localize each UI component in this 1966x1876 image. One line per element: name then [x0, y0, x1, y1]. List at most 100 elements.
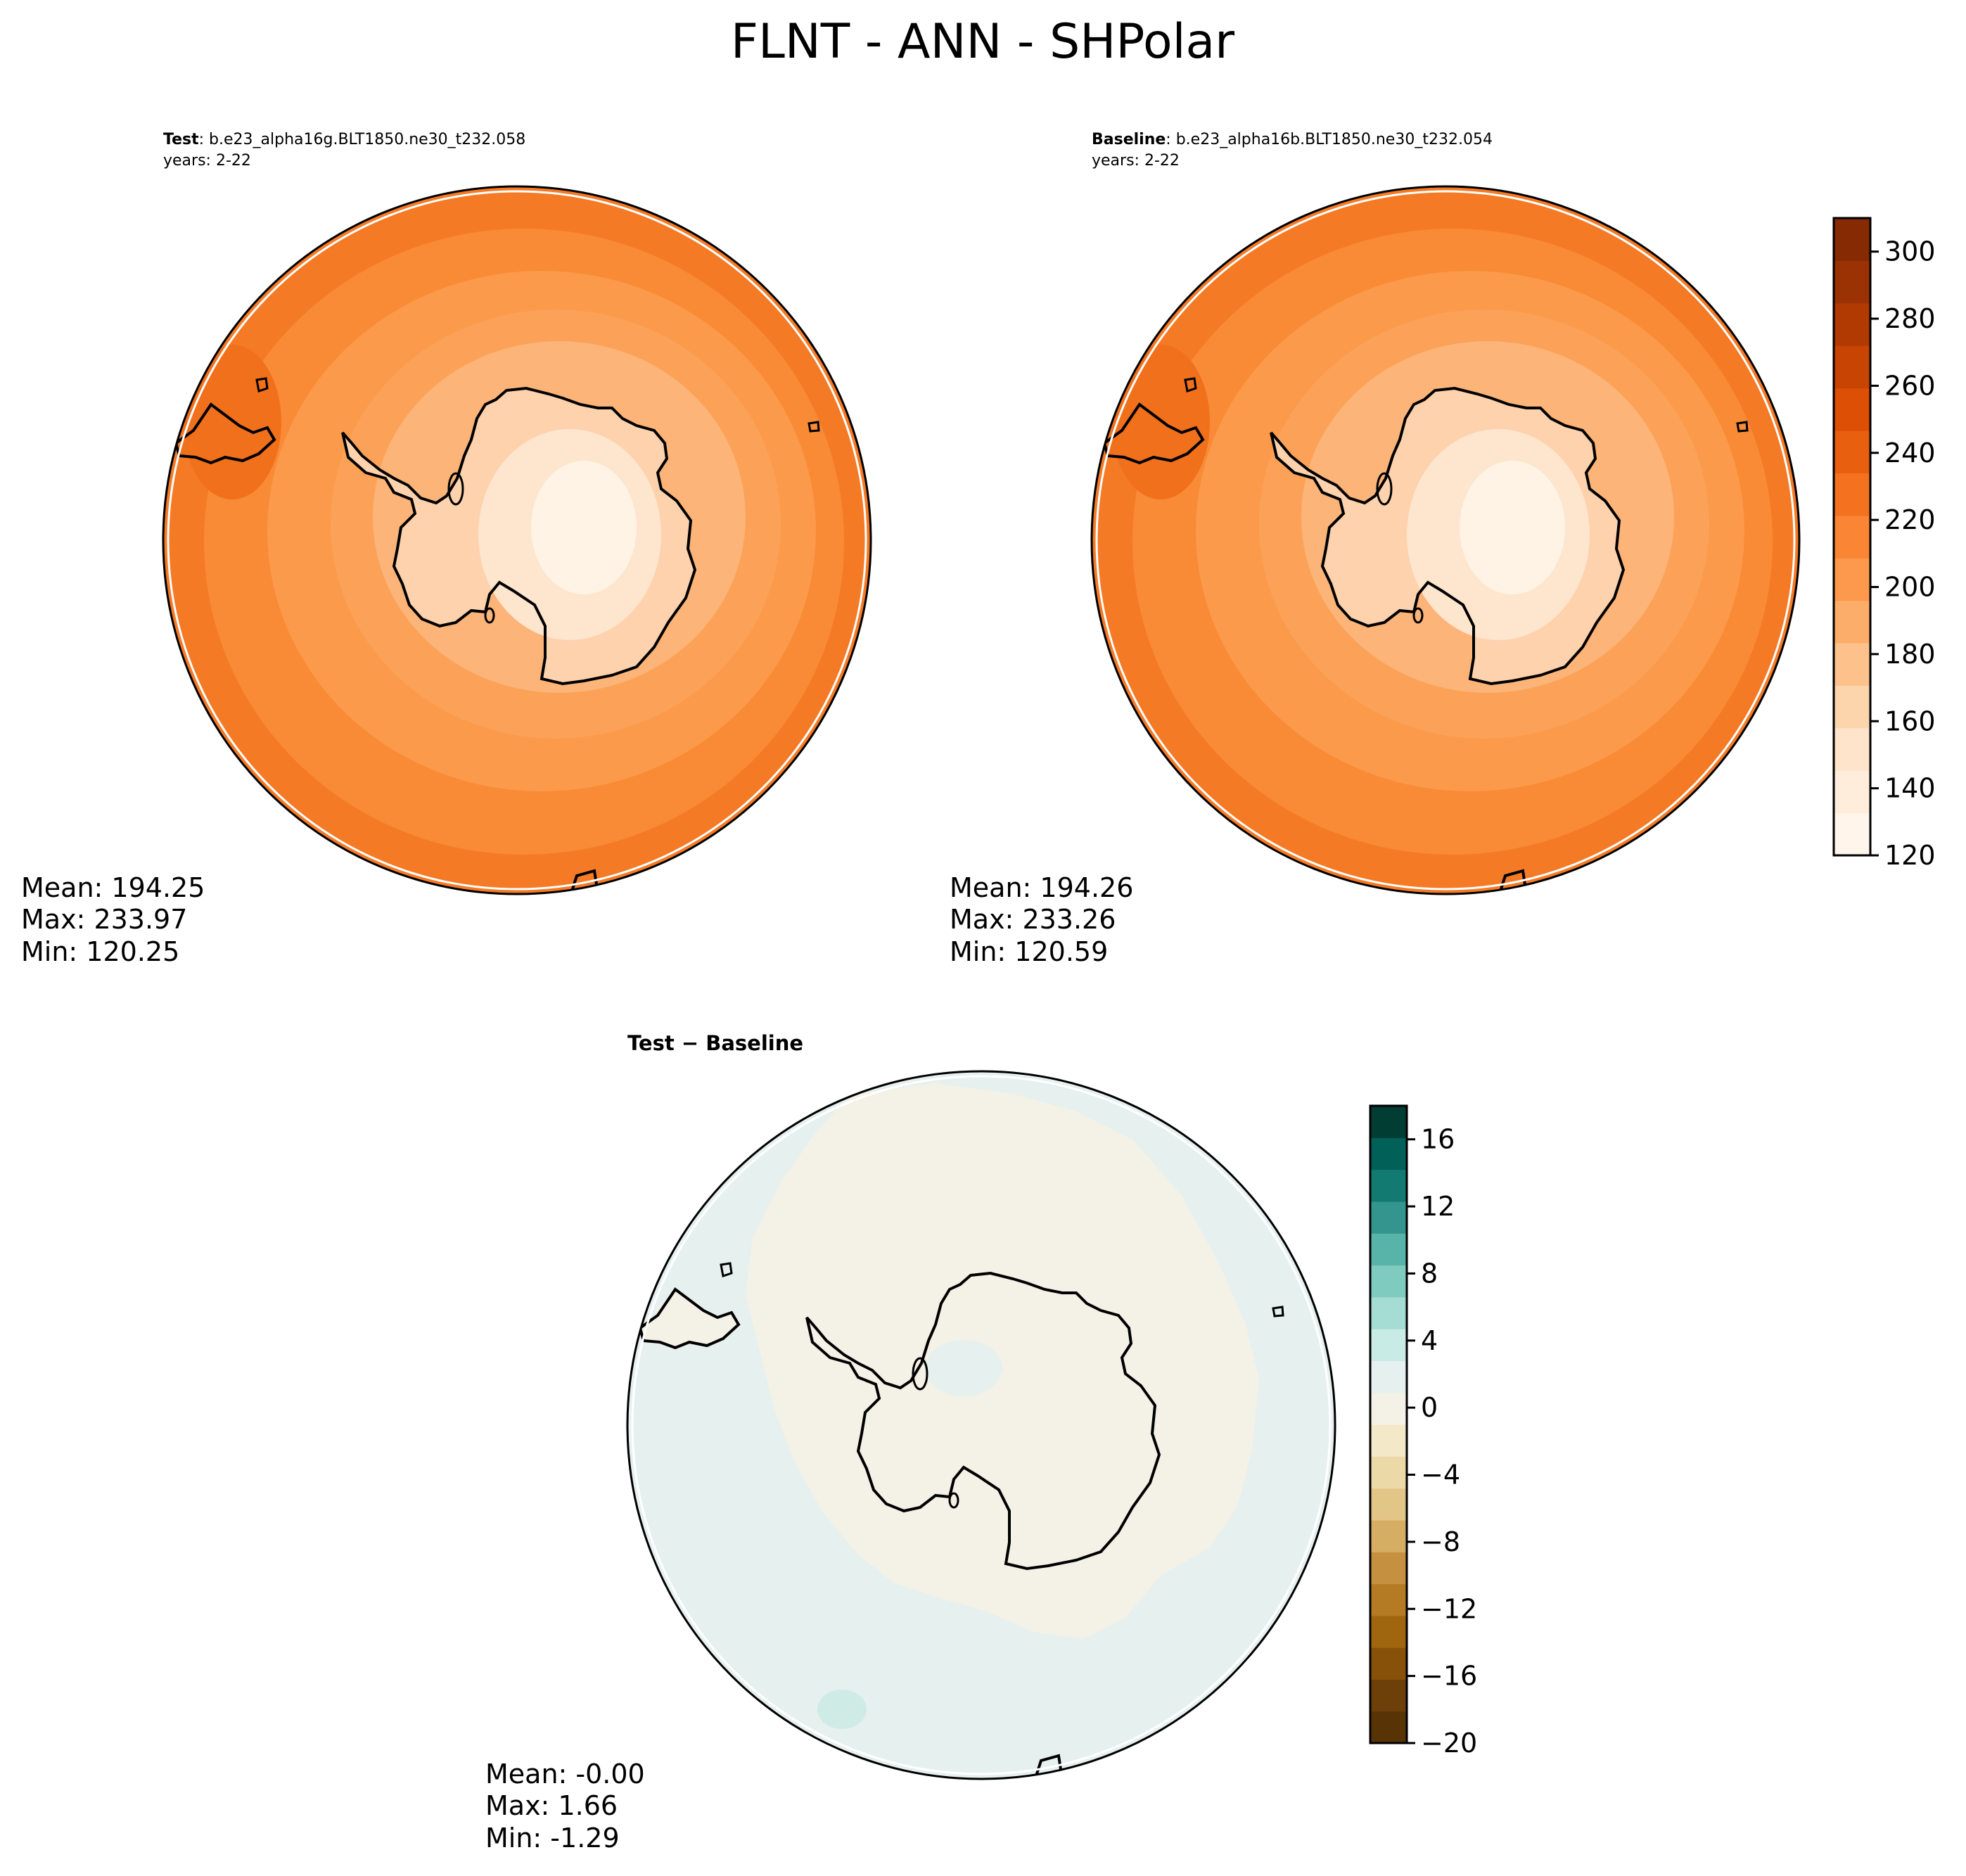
- baseline-panel-years: years: 2-22: [1092, 152, 1180, 170]
- difference-colorbar-tick-label: −4: [1421, 1460, 1460, 1491]
- baseline-stat-mean: Mean: 194.26: [950, 872, 1133, 903]
- test-map-ice-shelf-2: [484, 607, 495, 624]
- difference-map-south-america-coastline: [638, 1287, 741, 1350]
- baseline-map-ice-shelf-2: [1412, 607, 1424, 624]
- difference-map-positive-gap: [925, 1340, 1002, 1396]
- main-colorbar-color-segment: [1834, 600, 1870, 644]
- test-panel-years: years: 2-22: [163, 152, 251, 170]
- baseline-map: [1092, 186, 1799, 894]
- difference-map-antarctica-coastline: [805, 1271, 1161, 1571]
- main-colorbar-color-segment: [1834, 302, 1870, 346]
- main-colorbar-color-segment: [1834, 685, 1870, 729]
- difference-colorbar-tick-label: 16: [1421, 1124, 1455, 1155]
- difference-map: [627, 1071, 1335, 1779]
- main-colorbar-tick-label: 220: [1884, 504, 1936, 535]
- baseline-map-south-america-coastline: [1102, 402, 1205, 465]
- difference-map-ice-shelf-2: [948, 1492, 959, 1509]
- main-colorbar-color-segment: [1834, 643, 1870, 686]
- main-colorbar: 120 140 160 180 200 220 240 260 280 300: [1832, 217, 1936, 871]
- difference-panel-label: Test − Baseline: [627, 1031, 803, 1055]
- baseline-map-ice-shelf: [1376, 472, 1393, 506]
- main-colorbar-color-segment: [1834, 727, 1870, 771]
- main-colorbar-color-segment: [1834, 558, 1870, 601]
- test-map-island-2: [808, 421, 820, 433]
- difference-stat-max: Max: 1.66: [485, 1790, 618, 1821]
- difference-colorbar-color-segment: [1370, 1392, 1407, 1425]
- test-panel: Test: b.e23_alpha16g.BLT1850.ne30_t232.0…: [21, 131, 872, 967]
- main-colorbar-outline: [1832, 217, 1872, 857]
- difference-colorbar-tick-label: −20: [1421, 1728, 1477, 1759]
- difference-colorbar-color-segment: [1370, 1711, 1407, 1744]
- difference-stat-mean: Mean: -0.00: [485, 1759, 645, 1789]
- main-colorbar-color-segment: [1834, 388, 1870, 431]
- baseline-stat-max: Max: 233.26: [950, 904, 1116, 935]
- main-colorbar-color-segment: [1834, 473, 1870, 516]
- difference-colorbar-tick-label: 12: [1421, 1191, 1455, 1222]
- difference-colorbar-color-segment: [1370, 1201, 1407, 1234]
- main-colorbar-color-segment: [1834, 260, 1870, 304]
- difference-colorbar-tick-label: −16: [1421, 1661, 1477, 1692]
- difference-colorbar-color-segment: [1370, 1169, 1407, 1202]
- test-panel-label: Test: b.e23_alpha16g.BLT1850.ne30_t232.0…: [163, 131, 525, 148]
- difference-colorbar-outline: [1369, 1104, 1408, 1744]
- baseline-label-bold: Baseline: [1092, 131, 1166, 148]
- difference-colorbar: −20 −16 −12 −8 −4 0 4 8 12 16: [1369, 1104, 1477, 1759]
- figure-title: FLNT - ANN - SHPolar: [731, 14, 1234, 70]
- difference-colorbar-color-segment: [1370, 1519, 1407, 1552]
- baseline-map-island-2: [1736, 421, 1749, 433]
- main-colorbar-color-segment: [1834, 430, 1870, 473]
- difference-colorbar-color-segment: [1370, 1137, 1407, 1170]
- test-map-south-america-coastline: [174, 402, 276, 465]
- test-label-bold: Test: [163, 131, 199, 148]
- difference-colorbar-tick-label: 4: [1421, 1325, 1438, 1356]
- main-colorbar-color-segment: [1834, 770, 1870, 814]
- baseline-map-antarctica-coastline: [1270, 386, 1626, 686]
- test-map-frame: [162, 185, 872, 895]
- test-map-antarctica-core: [531, 461, 637, 594]
- main-colorbar-tick-label: 140: [1884, 773, 1936, 804]
- main-colorbar-color-segment: [1834, 345, 1870, 389]
- difference-colorbar-color-segment: [1370, 1679, 1407, 1712]
- difference-colorbar-tick-label: −12: [1421, 1593, 1477, 1624]
- baseline-panel-label: Baseline: b.e23_alpha16b.BLT1850.ne30_t2…: [1092, 131, 1493, 148]
- main-colorbar-tick-label: 160: [1884, 706, 1936, 736]
- difference-colorbar-color-segment: [1370, 1552, 1407, 1585]
- difference-colorbar-color-segment: [1370, 1615, 1407, 1648]
- difference-colorbar-tick-label: 0: [1421, 1392, 1438, 1423]
- test-stat-max: Max: 233.97: [21, 904, 187, 935]
- difference-colorbar-color-segment: [1370, 1456, 1407, 1489]
- main-colorbar-color-segment: [1834, 515, 1870, 559]
- test-map-island-1: [255, 377, 269, 393]
- main-colorbar-tick-label: 200: [1884, 572, 1936, 603]
- difference-colorbar-color-segment: [1370, 1647, 1407, 1680]
- difference-colorbar-color-segment: [1370, 1233, 1407, 1266]
- difference-colorbar-color-segment: [1370, 1296, 1407, 1329]
- difference-colorbar-color-segment: [1370, 1329, 1407, 1361]
- difference-colorbar-color-segment: [1370, 1360, 1407, 1393]
- baseline-map-frame: [1090, 185, 1801, 895]
- difference-map-island-1: [720, 1262, 733, 1277]
- difference-colorbar-tick-label: 8: [1421, 1258, 1438, 1289]
- baseline-map-island-1: [1184, 377, 1197, 393]
- difference-map-frame-inner: [631, 1075, 1332, 1775]
- baseline-map-frame-inner: [1095, 190, 1796, 891]
- difference-map-island-2: [1272, 1306, 1284, 1317]
- main-colorbar-color-segment: [1834, 218, 1870, 261]
- test-label-case: : b.e23_alpha16g.BLT1850.ne30_t232.058: [199, 131, 526, 148]
- difference-map-ice-shelf: [912, 1357, 928, 1391]
- main-colorbar-tick-label: 300: [1884, 236, 1936, 267]
- difference-colorbar-color-segment: [1370, 1265, 1407, 1298]
- main-colorbar-tick-label: 180: [1884, 639, 1936, 670]
- difference-colorbar-color-segment: [1370, 1424, 1407, 1457]
- difference-panel: Test − Baseline Mean: -0.00 Max: 1.66 Mi…: [485, 1031, 1336, 1853]
- difference-colorbar-color-segment: [1370, 1583, 1407, 1616]
- baseline-label-case: : b.e23_alpha16b.BLT1850.ne30_t232.054: [1166, 131, 1493, 148]
- test-map-antarctica-coastline: [341, 386, 697, 686]
- test-stat-mean: Mean: 194.25: [21, 872, 205, 903]
- difference-map-frame: [626, 1070, 1336, 1780]
- difference-colorbar-color-segment: [1370, 1488, 1407, 1521]
- baseline-map-antarctica-core: [1460, 461, 1565, 594]
- difference-colorbar-tick-label: −8: [1421, 1526, 1460, 1557]
- test-map-ice-shelf: [447, 472, 464, 506]
